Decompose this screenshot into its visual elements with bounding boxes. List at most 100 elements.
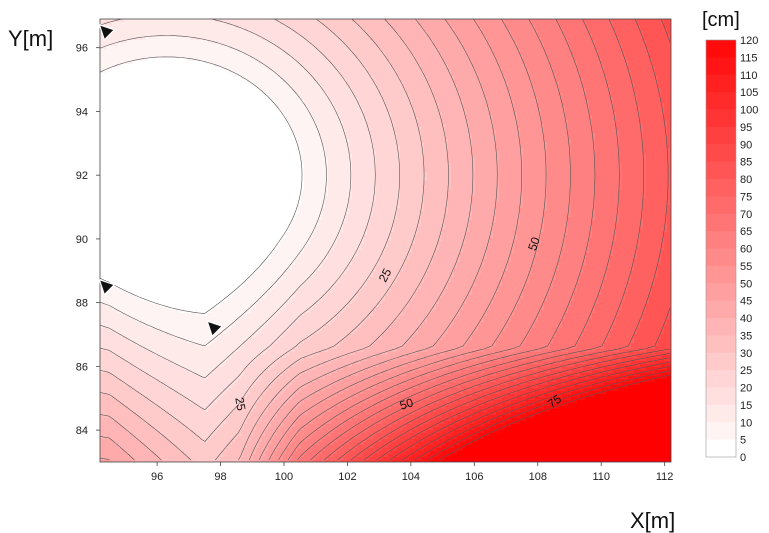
contour-cell (175, 49, 179, 53)
contour-cell (550, 55, 554, 59)
contour-cell (109, 37, 113, 41)
contour-cell (292, 46, 296, 50)
contour-cell (610, 40, 614, 44)
contour-cell (670, 31, 671, 35)
contour-cell (595, 61, 599, 65)
contour-cell (358, 58, 362, 62)
contour-cell (496, 25, 500, 29)
contour-cell (262, 46, 266, 50)
contour-cell (532, 25, 536, 29)
contour-cell (313, 49, 317, 53)
contour-cell (283, 49, 287, 53)
contour-cell (136, 34, 140, 38)
contour-cell (604, 34, 608, 38)
contour-cell (652, 43, 656, 47)
contour-cell (592, 37, 596, 41)
contour-cell (397, 43, 401, 47)
contour-cell (217, 31, 221, 35)
contour-cell (460, 49, 464, 53)
contour-cell (106, 52, 110, 56)
contour-cell (607, 28, 611, 32)
contour-cell (232, 28, 236, 32)
contour-cell (631, 58, 635, 62)
contour-cell (181, 55, 185, 59)
contour-cell (499, 31, 503, 35)
contour-cell (409, 49, 413, 53)
contour-cell (274, 49, 278, 53)
contour-cell (211, 40, 215, 44)
contour-cell (289, 49, 293, 53)
contour-cell (493, 28, 497, 32)
contour-cell (100, 49, 104, 53)
contour-cell (136, 46, 140, 50)
contour-cell (388, 43, 392, 47)
contour-cell (121, 61, 125, 65)
contour-cell (565, 55, 569, 59)
contour-cell (430, 34, 434, 38)
contour-cell (241, 22, 245, 26)
contour-cell (220, 49, 224, 53)
contour-cell (457, 31, 461, 35)
contour-cell (154, 25, 158, 29)
contour-cell (340, 58, 344, 62)
contour-cell (253, 28, 257, 32)
contour-cell (322, 22, 326, 26)
contour-cell (481, 58, 485, 62)
contour-cell (193, 19, 197, 23)
contour-cell (457, 61, 461, 65)
contour-cell (307, 37, 311, 41)
contour-cell (403, 40, 407, 44)
contour-cell (334, 19, 338, 23)
contour-cell (580, 52, 584, 56)
contour-cell (250, 43, 254, 47)
contour-cell (328, 22, 332, 26)
contour-cell (442, 52, 446, 56)
contour-cell (343, 46, 347, 50)
contour-cell (640, 28, 644, 32)
contour-cell (529, 37, 533, 41)
contour-cell (268, 49, 272, 53)
contour-cell (193, 40, 197, 44)
contour-cell (385, 37, 389, 41)
contour-cell (247, 22, 251, 26)
contour-cell (133, 19, 137, 23)
contour-cell (553, 46, 557, 50)
contour-cell (133, 64, 137, 68)
contour-cell (109, 49, 113, 53)
contour-cell (148, 40, 152, 44)
contour-cell (376, 25, 380, 29)
contour-cell (520, 37, 524, 41)
contour-cell (274, 25, 278, 29)
contour-cell (403, 46, 407, 50)
contour-cell (169, 49, 173, 53)
contour-cell (667, 49, 671, 53)
contour-cell (535, 55, 539, 59)
contour-cell (175, 58, 179, 62)
contour-cell (157, 31, 161, 35)
contour-cell (316, 58, 320, 62)
contour-cell (217, 43, 221, 47)
contour-cell (145, 34, 149, 38)
contour-cell (151, 28, 155, 32)
contour-cell (628, 52, 632, 56)
contour-cell (472, 58, 476, 62)
contour-cell (607, 34, 611, 38)
contour-cell (595, 58, 599, 62)
contour-cell (181, 19, 185, 23)
contour-cell (223, 34, 227, 38)
contour-cell (361, 31, 365, 35)
contour-cell (448, 61, 452, 65)
contour-cell (619, 52, 623, 56)
contour-cell (370, 55, 374, 59)
contour-cell (604, 61, 608, 65)
contour-cell (244, 19, 248, 23)
contour-cell (586, 49, 590, 53)
contour-cell (382, 58, 386, 62)
contour-cell (253, 49, 257, 53)
contour-cell (610, 19, 614, 23)
contour-cell (601, 61, 605, 65)
contour-cell (289, 43, 293, 47)
contour-cell (385, 46, 389, 50)
contour-cell (391, 28, 395, 32)
contour-cell (121, 25, 125, 29)
